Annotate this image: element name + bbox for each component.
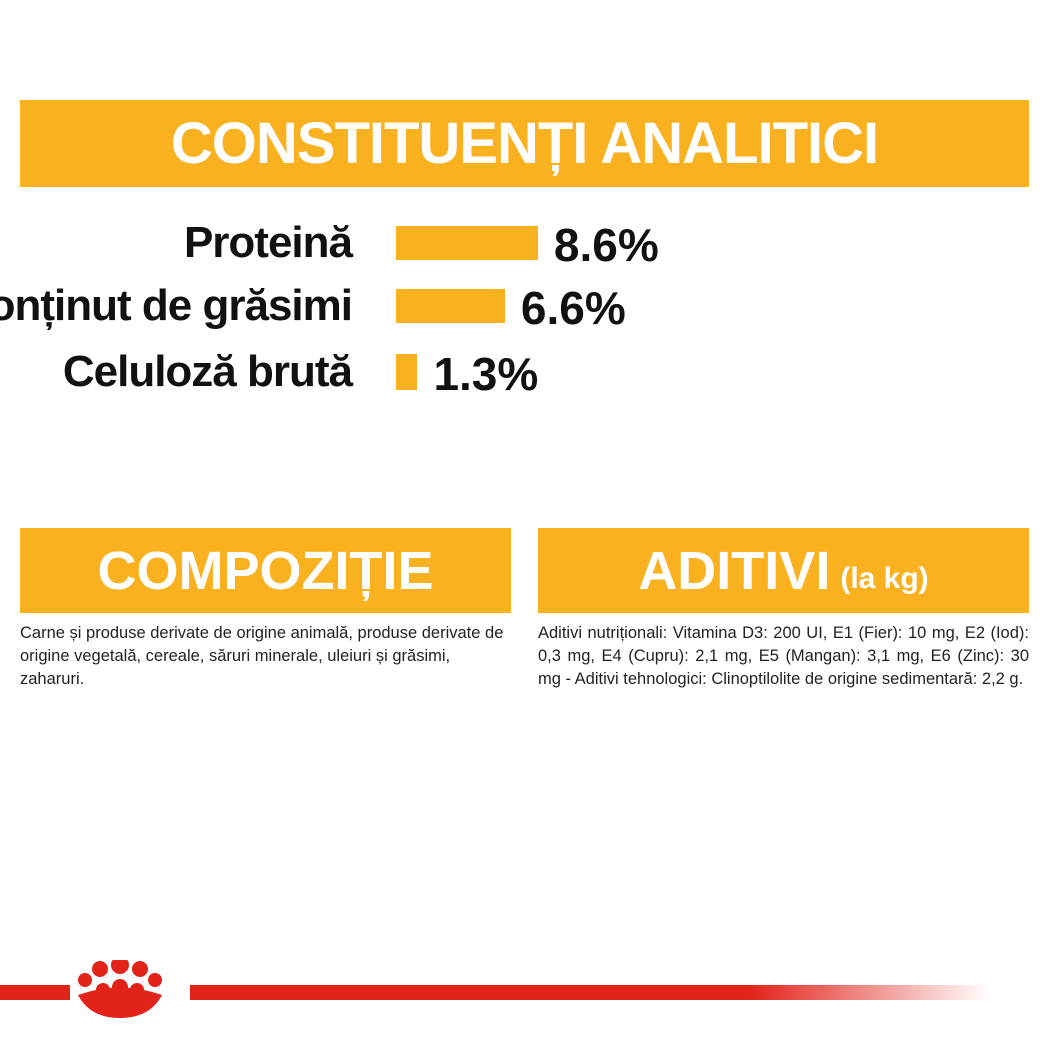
paragraph: Carne și produse derivate de origine ani… xyxy=(20,624,504,688)
category-label: Conținut de grăsimi xyxy=(0,281,353,330)
footer-line xyxy=(190,985,990,1000)
value-label: 8.6% xyxy=(553,219,659,271)
paragraph: Aditivi nutriționali: Vitamina D3: 200 U… xyxy=(538,624,1029,688)
bar xyxy=(396,289,505,323)
value-label: 1.3% xyxy=(433,348,539,400)
title: CONSTITUENȚI ANALITICI xyxy=(170,111,879,176)
footer xyxy=(0,960,990,1018)
logo xyxy=(78,960,162,1018)
section-title: COMPOZIȚIE xyxy=(97,540,434,601)
footer-line xyxy=(0,985,70,1000)
value-label: 6.6% xyxy=(520,282,626,334)
category-label: Celuloză brută xyxy=(62,347,353,396)
section-banner: COMPOZIȚIE xyxy=(20,528,511,613)
section-banner: CONSTITUENȚI ANALITICI xyxy=(20,100,1029,187)
unit: (la kg) xyxy=(840,561,929,595)
section-banner: ADITIVI (la kg) xyxy=(538,528,1029,613)
bar xyxy=(396,354,418,390)
bar xyxy=(396,226,538,260)
section-title: ADITIVI xyxy=(638,540,831,601)
category-label: Proteină xyxy=(183,218,353,267)
